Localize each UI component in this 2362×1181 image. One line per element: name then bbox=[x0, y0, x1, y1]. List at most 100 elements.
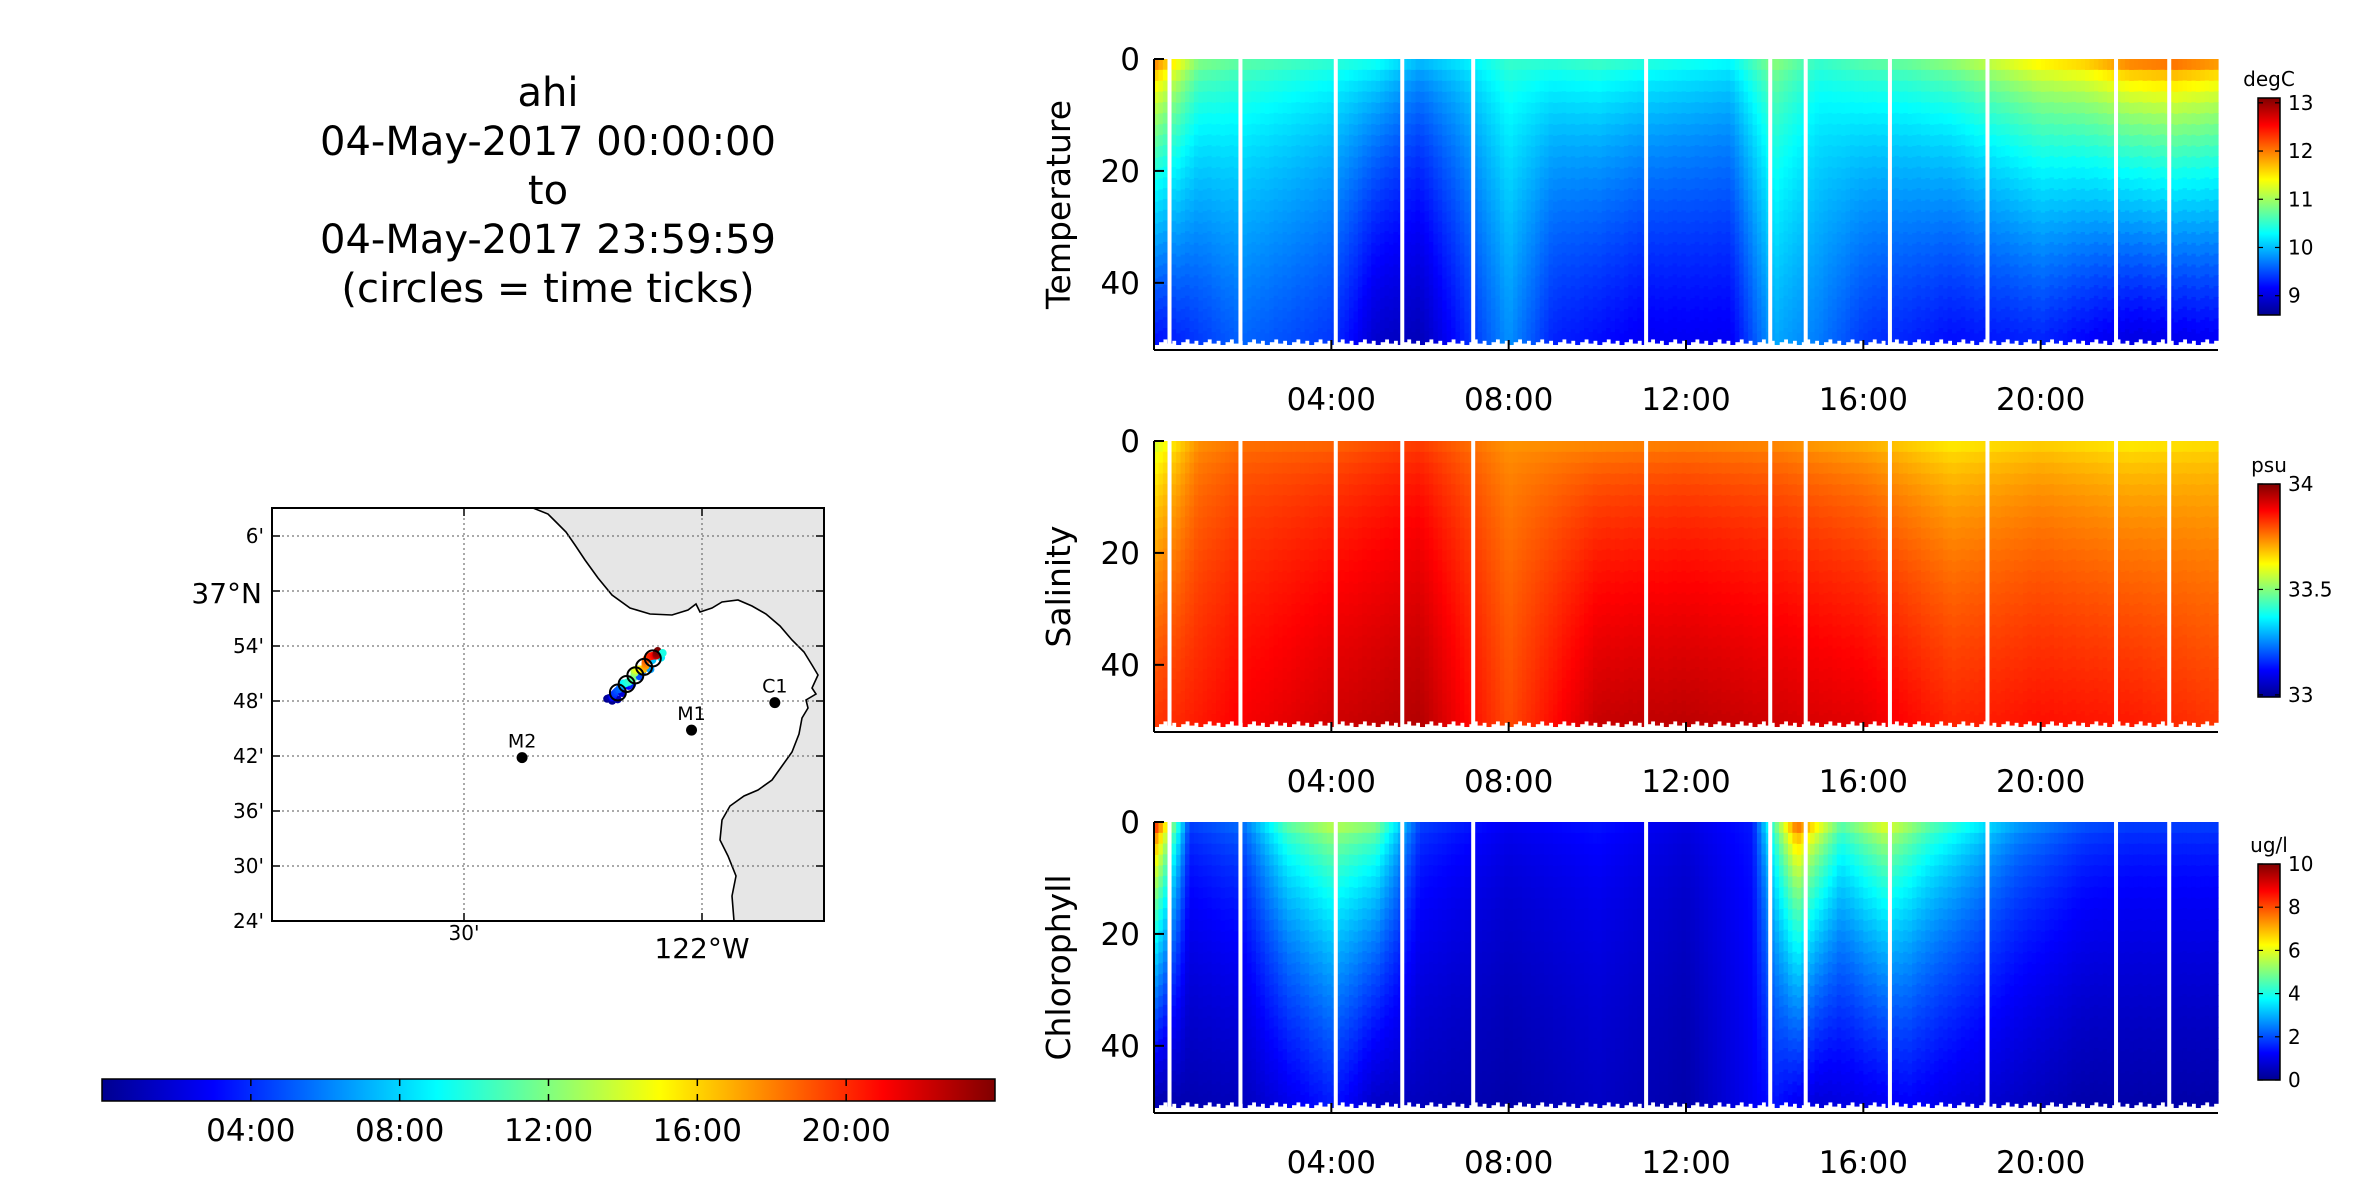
section-cell bbox=[1221, 103, 1226, 115]
section-cell bbox=[1872, 177, 1877, 188]
section-cell bbox=[1318, 177, 1323, 188]
section-cell bbox=[1203, 124, 1208, 135]
section-cell bbox=[1628, 102, 1633, 113]
section-cell bbox=[1580, 70, 1585, 81]
section-cell bbox=[1934, 266, 1939, 277]
section-cell bbox=[1761, 285, 1766, 296]
section-cell bbox=[1779, 189, 1784, 200]
section-cell bbox=[1593, 297, 1598, 308]
section-cell bbox=[1925, 167, 1930, 178]
section-cell bbox=[1420, 147, 1425, 159]
section-cell bbox=[1930, 246, 1935, 258]
section-cell bbox=[1327, 91, 1332, 102]
section-cell bbox=[1229, 253, 1234, 264]
section-cell bbox=[1176, 92, 1181, 104]
section-cell bbox=[1207, 156, 1212, 167]
section-cell bbox=[1761, 253, 1766, 264]
section-cell bbox=[1615, 254, 1620, 265]
section-cell bbox=[1828, 328, 1833, 339]
section-cell bbox=[1358, 298, 1363, 309]
section-cell bbox=[1956, 59, 1961, 70]
section-cell bbox=[1487, 235, 1492, 247]
section-cell bbox=[1695, 285, 1700, 296]
section-cell bbox=[1464, 333, 1469, 345]
section-cell bbox=[1535, 233, 1540, 244]
section-cell bbox=[1837, 265, 1842, 276]
section-cell bbox=[1207, 167, 1212, 178]
section-cell bbox=[1305, 59, 1310, 70]
section-cell bbox=[1194, 70, 1199, 81]
section-cell bbox=[1265, 191, 1270, 203]
section-cell bbox=[1438, 189, 1443, 200]
section-cell bbox=[1176, 246, 1181, 258]
section-cell bbox=[1775, 290, 1780, 302]
section-cell bbox=[1340, 113, 1345, 124]
section-cell bbox=[1322, 114, 1327, 126]
section-cell bbox=[1979, 146, 1984, 157]
section-cell bbox=[1854, 179, 1859, 191]
section-cell bbox=[1216, 297, 1221, 308]
section-cell bbox=[1358, 244, 1363, 255]
section-cell bbox=[1229, 113, 1234, 124]
section-cell bbox=[1247, 320, 1252, 331]
section-cell bbox=[1380, 59, 1385, 70]
section-cell bbox=[1216, 91, 1221, 102]
section-cell bbox=[1531, 169, 1536, 181]
section-cell bbox=[1606, 199, 1611, 210]
section-cell bbox=[1846, 146, 1851, 157]
section-cell bbox=[1952, 333, 1957, 345]
section-cell bbox=[1265, 333, 1270, 345]
section-cell bbox=[1637, 189, 1642, 200]
section-cell bbox=[1979, 59, 1984, 70]
section-cell bbox=[1314, 189, 1319, 200]
section-cell bbox=[1318, 242, 1323, 253]
section-cell bbox=[1314, 113, 1319, 124]
section-cell bbox=[1566, 114, 1571, 126]
section-cell bbox=[1562, 253, 1567, 264]
section-cell bbox=[1868, 124, 1873, 135]
section-cell bbox=[1460, 210, 1465, 221]
section-cell bbox=[1699, 135, 1704, 147]
section-cell bbox=[1690, 309, 1695, 320]
section-cell bbox=[1584, 296, 1589, 307]
section-cell bbox=[1283, 286, 1288, 297]
section-cell bbox=[1438, 254, 1443, 265]
section-cell bbox=[1943, 288, 1948, 300]
section-cell bbox=[1655, 332, 1660, 344]
section-cell bbox=[1730, 59, 1735, 71]
section-cell bbox=[1544, 256, 1549, 268]
section-cell bbox=[1163, 328, 1168, 339]
section-cell bbox=[1970, 102, 1975, 113]
section-cell bbox=[1859, 146, 1864, 157]
section-cell bbox=[1677, 114, 1682, 126]
section-cell bbox=[1633, 234, 1638, 246]
section-cell bbox=[1300, 310, 1305, 322]
section-cell bbox=[1659, 200, 1664, 211]
section-cell bbox=[1792, 59, 1797, 70]
section-cell bbox=[1451, 253, 1456, 264]
section-cell bbox=[1549, 275, 1554, 286]
section-cell bbox=[1868, 244, 1873, 255]
section-cell bbox=[1305, 286, 1310, 297]
section-cell bbox=[1212, 245, 1217, 257]
section-cell bbox=[1655, 179, 1660, 191]
section-cell bbox=[1965, 70, 1970, 82]
section-cell bbox=[1526, 135, 1531, 146]
section-cell bbox=[1487, 224, 1492, 236]
section-cell bbox=[1810, 310, 1815, 322]
section-cell bbox=[1575, 169, 1580, 181]
section-cell bbox=[1744, 201, 1749, 213]
section-cell bbox=[1252, 220, 1257, 231]
section-cell bbox=[1557, 331, 1562, 342]
section-cell bbox=[1513, 320, 1518, 331]
time-colorbar-tick-label: 04:00 bbox=[206, 1113, 295, 1149]
section-cell bbox=[1362, 177, 1367, 188]
section-cell bbox=[1903, 308, 1908, 319]
section-cell bbox=[1620, 125, 1625, 137]
section-cell bbox=[1460, 146, 1465, 157]
section-cell bbox=[1562, 242, 1567, 253]
section-cell bbox=[1371, 210, 1376, 221]
section-cell bbox=[1194, 146, 1199, 157]
section-cell bbox=[1274, 317, 1279, 328]
